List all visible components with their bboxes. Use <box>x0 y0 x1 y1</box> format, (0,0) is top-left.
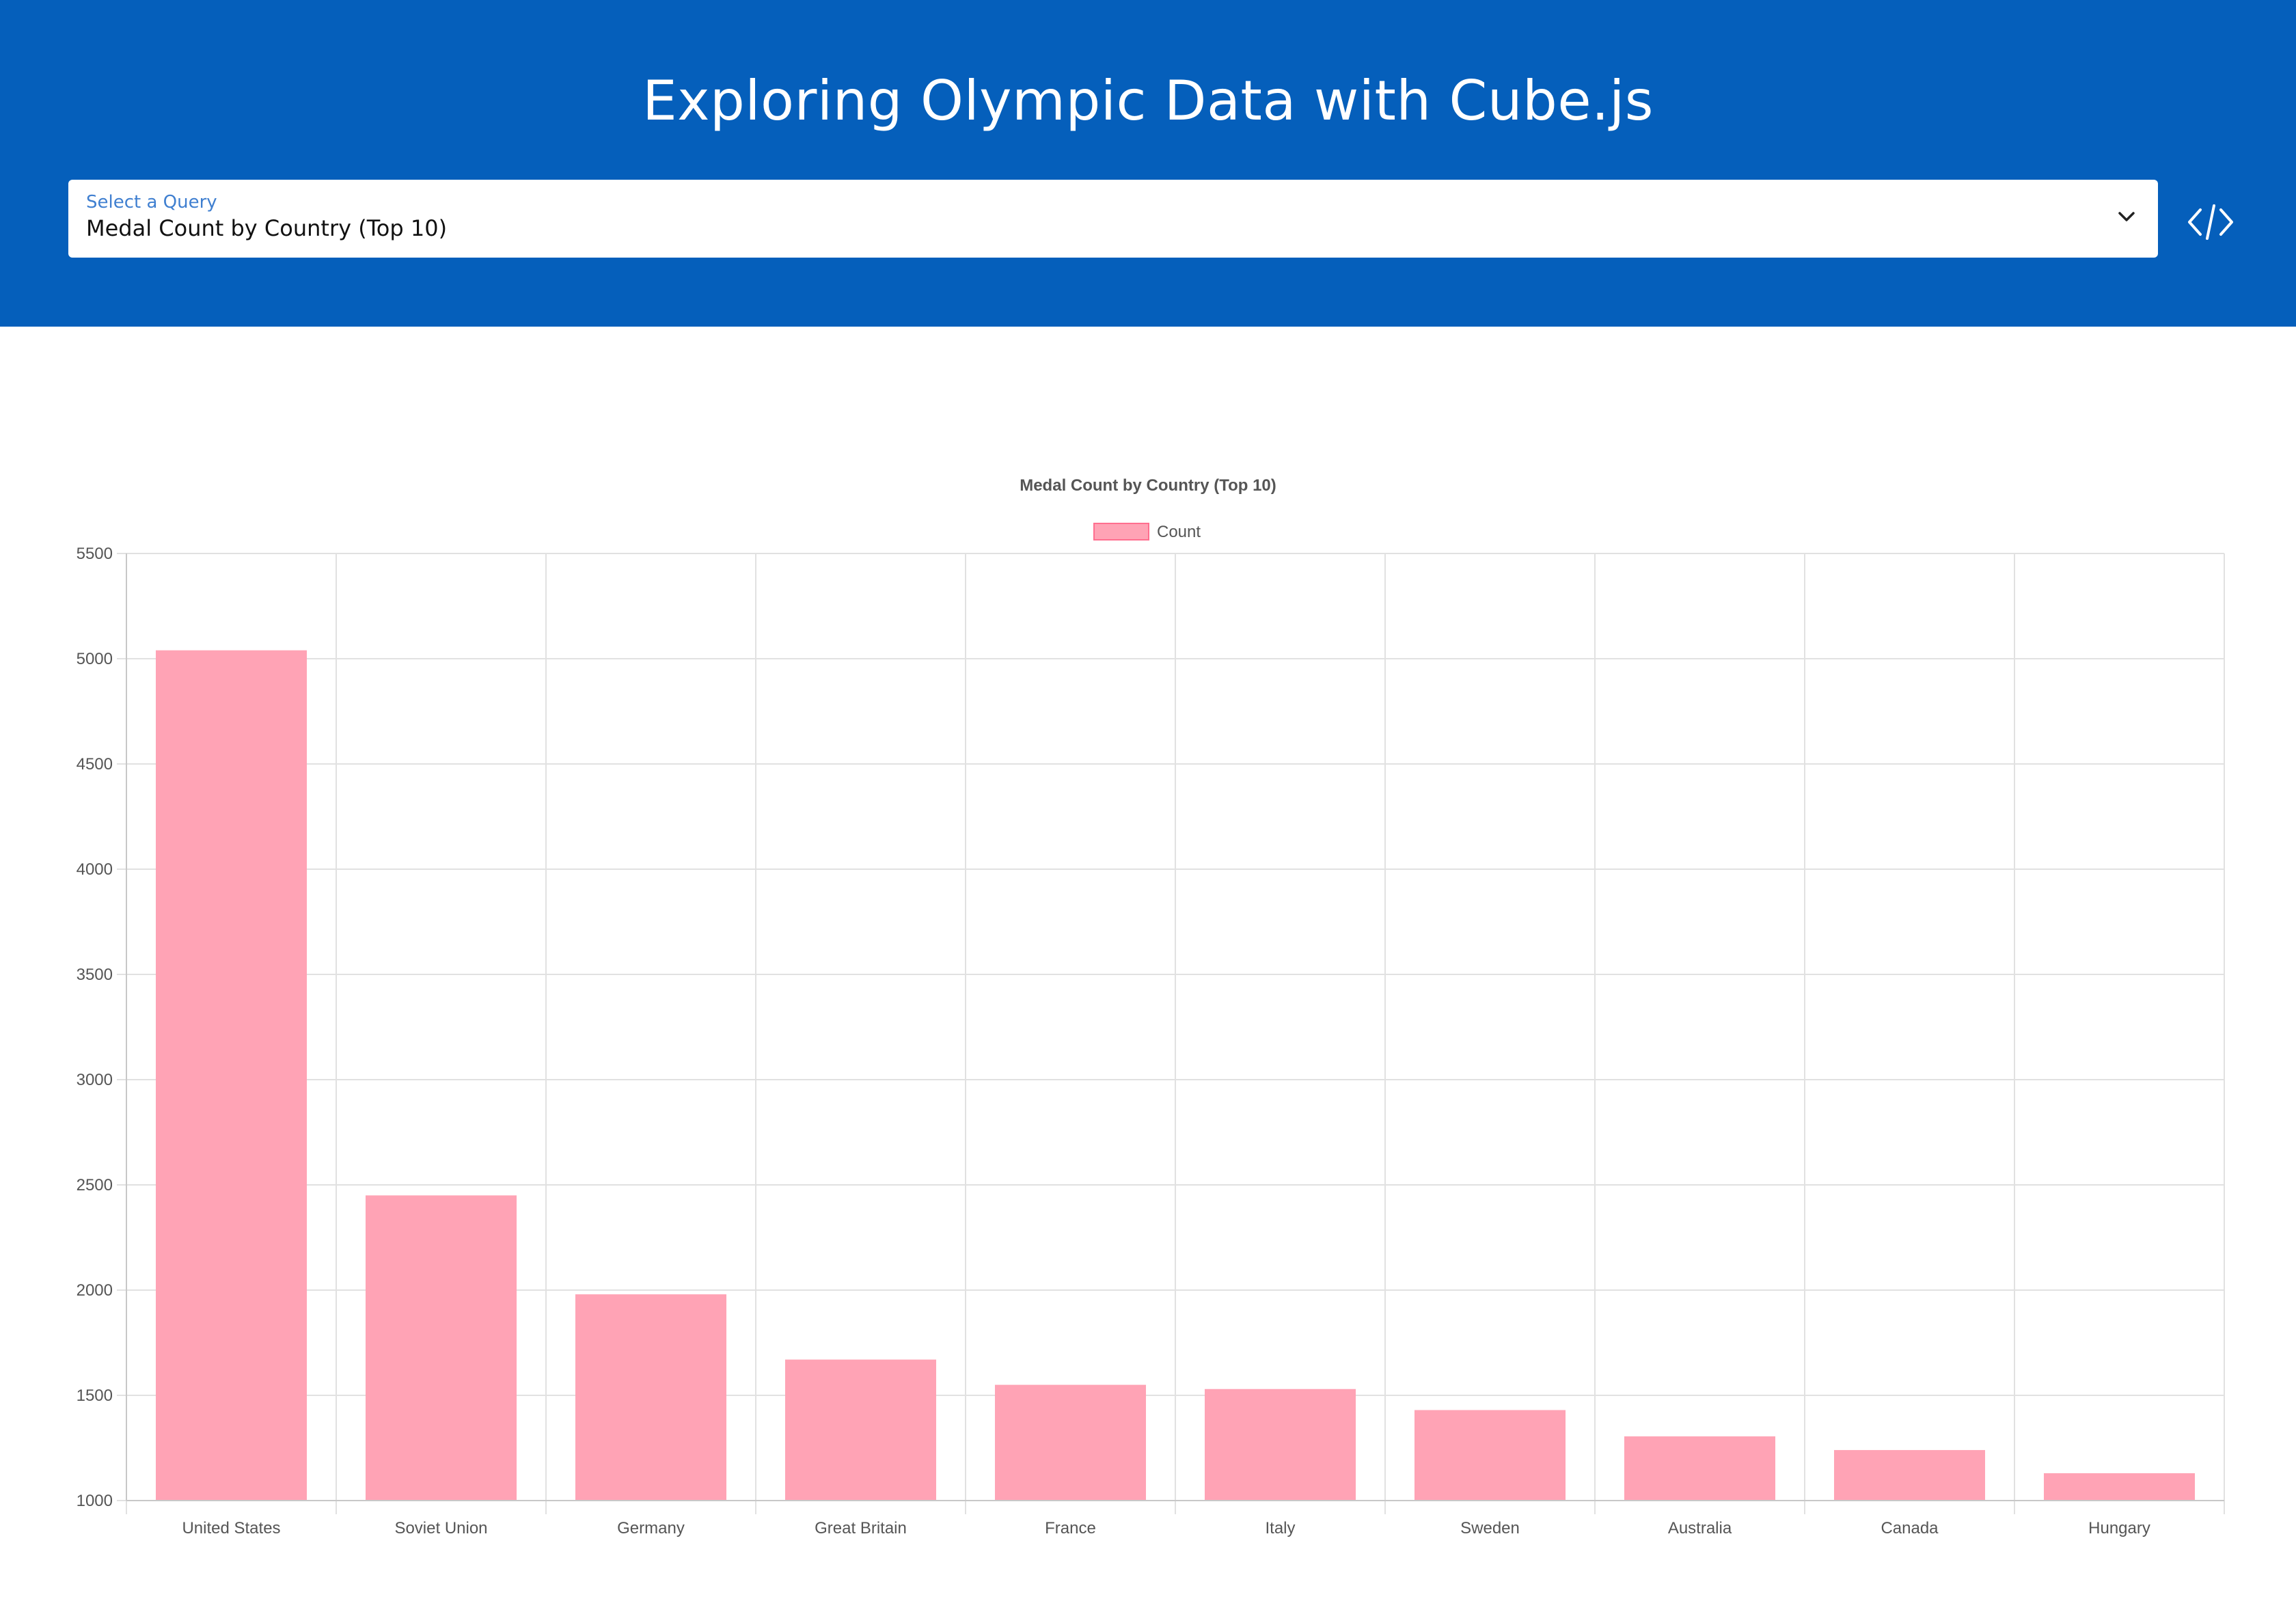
y-tick-label: 1500 <box>77 1386 113 1405</box>
y-tick-label: 2500 <box>77 1176 113 1194</box>
query-select[interactable]: Select a Query Medal Count by Country (T… <box>68 180 2158 258</box>
chart-axes: 1000 1500 2000 2500 3000 3500 4000 4500 5000 5500… <box>77 545 2224 1537</box>
x-tick-label: Great Britain <box>815 1519 907 1537</box>
x-tick-label: Australia <box>1668 1519 1732 1537</box>
x-tick-label: Italy <box>1265 1519 1295 1537</box>
x-tick-label: Germany <box>617 1519 685 1537</box>
chart-bars <box>155 650 2196 1501</box>
bar[interactable] <box>155 650 308 1501</box>
query-select-label: Select a Query <box>86 192 217 213</box>
query-select-value: Medal Count by Country (Top 10) <box>86 215 448 241</box>
bar[interactable] <box>1624 1436 1776 1501</box>
x-tick-label: Canada <box>1881 1519 1939 1537</box>
bar[interactable] <box>2043 1473 2196 1501</box>
y-tick-label: 5500 <box>77 545 113 563</box>
y-tick-label: 4500 <box>77 755 113 774</box>
legend-label: Count <box>1157 523 1201 541</box>
bar[interactable] <box>1204 1389 1356 1501</box>
x-tick-label: Hungary <box>2088 1519 2150 1537</box>
header-bar: Exploring Olympic Data with Cube.js Sele… <box>0 0 2296 327</box>
y-tick-label: 4000 <box>77 860 113 879</box>
chevron-down-icon[interactable] <box>2113 203 2140 230</box>
y-tick-label: 3000 <box>77 1071 113 1089</box>
bar[interactable] <box>1414 1410 1566 1501</box>
x-tick-label: France <box>1045 1519 1096 1537</box>
bar[interactable] <box>994 1384 1147 1501</box>
x-tick-label: Soviet Union <box>394 1519 487 1537</box>
bar-chart: Medal Count by Country (Top 10) Count 10… <box>77 476 2225 1537</box>
legend-swatch <box>1093 523 1149 541</box>
chart-container: Medal Count by Country (Top 10) Count 10… <box>0 327 2296 1611</box>
bar[interactable] <box>365 1195 517 1501</box>
page-title: Exploring Olympic Data with Cube.js <box>642 69 1654 133</box>
x-tick-label: Sweden <box>1460 1519 1520 1537</box>
bar[interactable] <box>1833 1450 1986 1501</box>
chart-title: Medal Count by Country (Top 10) <box>1020 476 1276 495</box>
bar[interactable] <box>575 1294 727 1501</box>
y-tick-label: 2000 <box>77 1281 113 1300</box>
y-tick-label: 3500 <box>77 966 113 984</box>
y-tick-label: 5000 <box>77 650 113 668</box>
x-tick-label: United States <box>182 1519 280 1537</box>
bar[interactable] <box>784 1359 937 1501</box>
chart-legend[interactable]: Count <box>1093 523 1201 541</box>
y-tick-label: 1000 <box>77 1492 113 1510</box>
code-icon[interactable] <box>2187 202 2234 243</box>
